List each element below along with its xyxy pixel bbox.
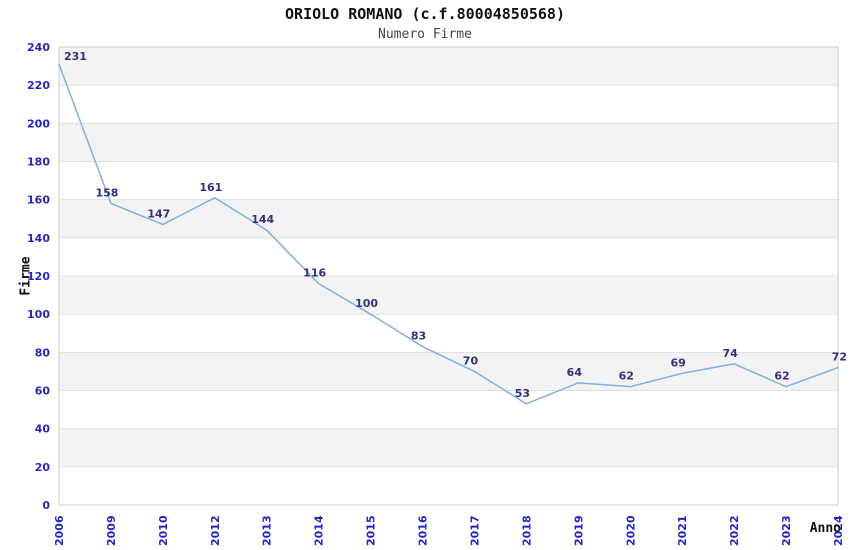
grid-band	[59, 428, 838, 467]
x-tick-label: 2014	[313, 515, 326, 546]
data-point-label: 53	[515, 387, 530, 400]
chart-subtitle: Numero Firme	[378, 27, 472, 42]
x-tick-label: 2010	[157, 515, 170, 546]
x-tick-label: 2022	[728, 515, 741, 546]
y-tick-label: 200	[27, 117, 50, 130]
y-tick-label: 220	[27, 79, 50, 92]
x-tick-label: 2009	[105, 515, 118, 546]
x-tick-label: 2019	[572, 515, 585, 546]
y-tick-label: 240	[27, 41, 50, 54]
data-point-label: 161	[199, 181, 222, 194]
grid-band	[59, 47, 838, 86]
grid-band	[59, 161, 838, 200]
x-tick-label: 2023	[780, 515, 793, 546]
grid-band	[59, 466, 838, 505]
y-tick-label: 120	[27, 270, 50, 283]
y-tick-label: 20	[35, 461, 51, 474]
grid-band	[59, 390, 838, 429]
y-tick-label: 40	[35, 423, 51, 436]
data-point-label: 70	[463, 354, 479, 367]
y-tick-label: 80	[35, 346, 51, 359]
plot-border	[58, 46, 839, 506]
data-point-label: 158	[95, 186, 118, 199]
data-point-label: 116	[303, 267, 326, 280]
x-tick-label: 2015	[365, 515, 378, 546]
x-tick-label: 2021	[676, 515, 689, 546]
grid-band	[59, 237, 838, 276]
grid-band	[59, 352, 838, 391]
x-tick-label: 2006	[53, 515, 66, 546]
data-point-label: 62	[619, 370, 634, 383]
grid-band	[59, 85, 838, 124]
x-axis-title: Anno	[809, 521, 841, 536]
x-tick-label: 2016	[417, 515, 430, 546]
x-tick-label: 2017	[468, 515, 481, 546]
y-axis-title: Firme	[18, 256, 34, 296]
data-point-label: 100	[355, 297, 378, 310]
y-tick-label: 140	[27, 232, 50, 245]
data-point-label: 62	[774, 370, 789, 383]
x-tick-label: 2013	[261, 515, 274, 546]
series-line	[58, 63, 839, 405]
y-tick-label: 160	[27, 194, 50, 207]
grid-band	[59, 276, 838, 315]
data-point-label: 144	[251, 213, 274, 226]
y-tick-label: 60	[35, 385, 51, 398]
grid-band	[59, 123, 838, 162]
data-point-label: 83	[411, 330, 426, 343]
data-point-label: 231	[64, 50, 87, 63]
x-tick-label: 2012	[209, 515, 222, 546]
x-tick-label: 2020	[624, 515, 637, 546]
grid-band	[59, 199, 838, 238]
data-point-label: 69	[671, 356, 686, 369]
x-tick-label: 2018	[520, 515, 533, 546]
data-point-label: 64	[567, 366, 583, 379]
data-point-label: 147	[147, 207, 170, 220]
x-tick-label: 2024	[832, 515, 845, 546]
y-tick-label: 180	[27, 156, 50, 169]
grid-band	[59, 314, 838, 353]
y-tick-label: 100	[27, 308, 50, 321]
chart-title: ORIOLO ROMANO (c.f.80004850568)	[285, 5, 565, 23]
data-point-label: 74	[722, 347, 738, 360]
y-tick-label: 0	[42, 499, 50, 512]
data-point-label: 72	[832, 351, 847, 364]
